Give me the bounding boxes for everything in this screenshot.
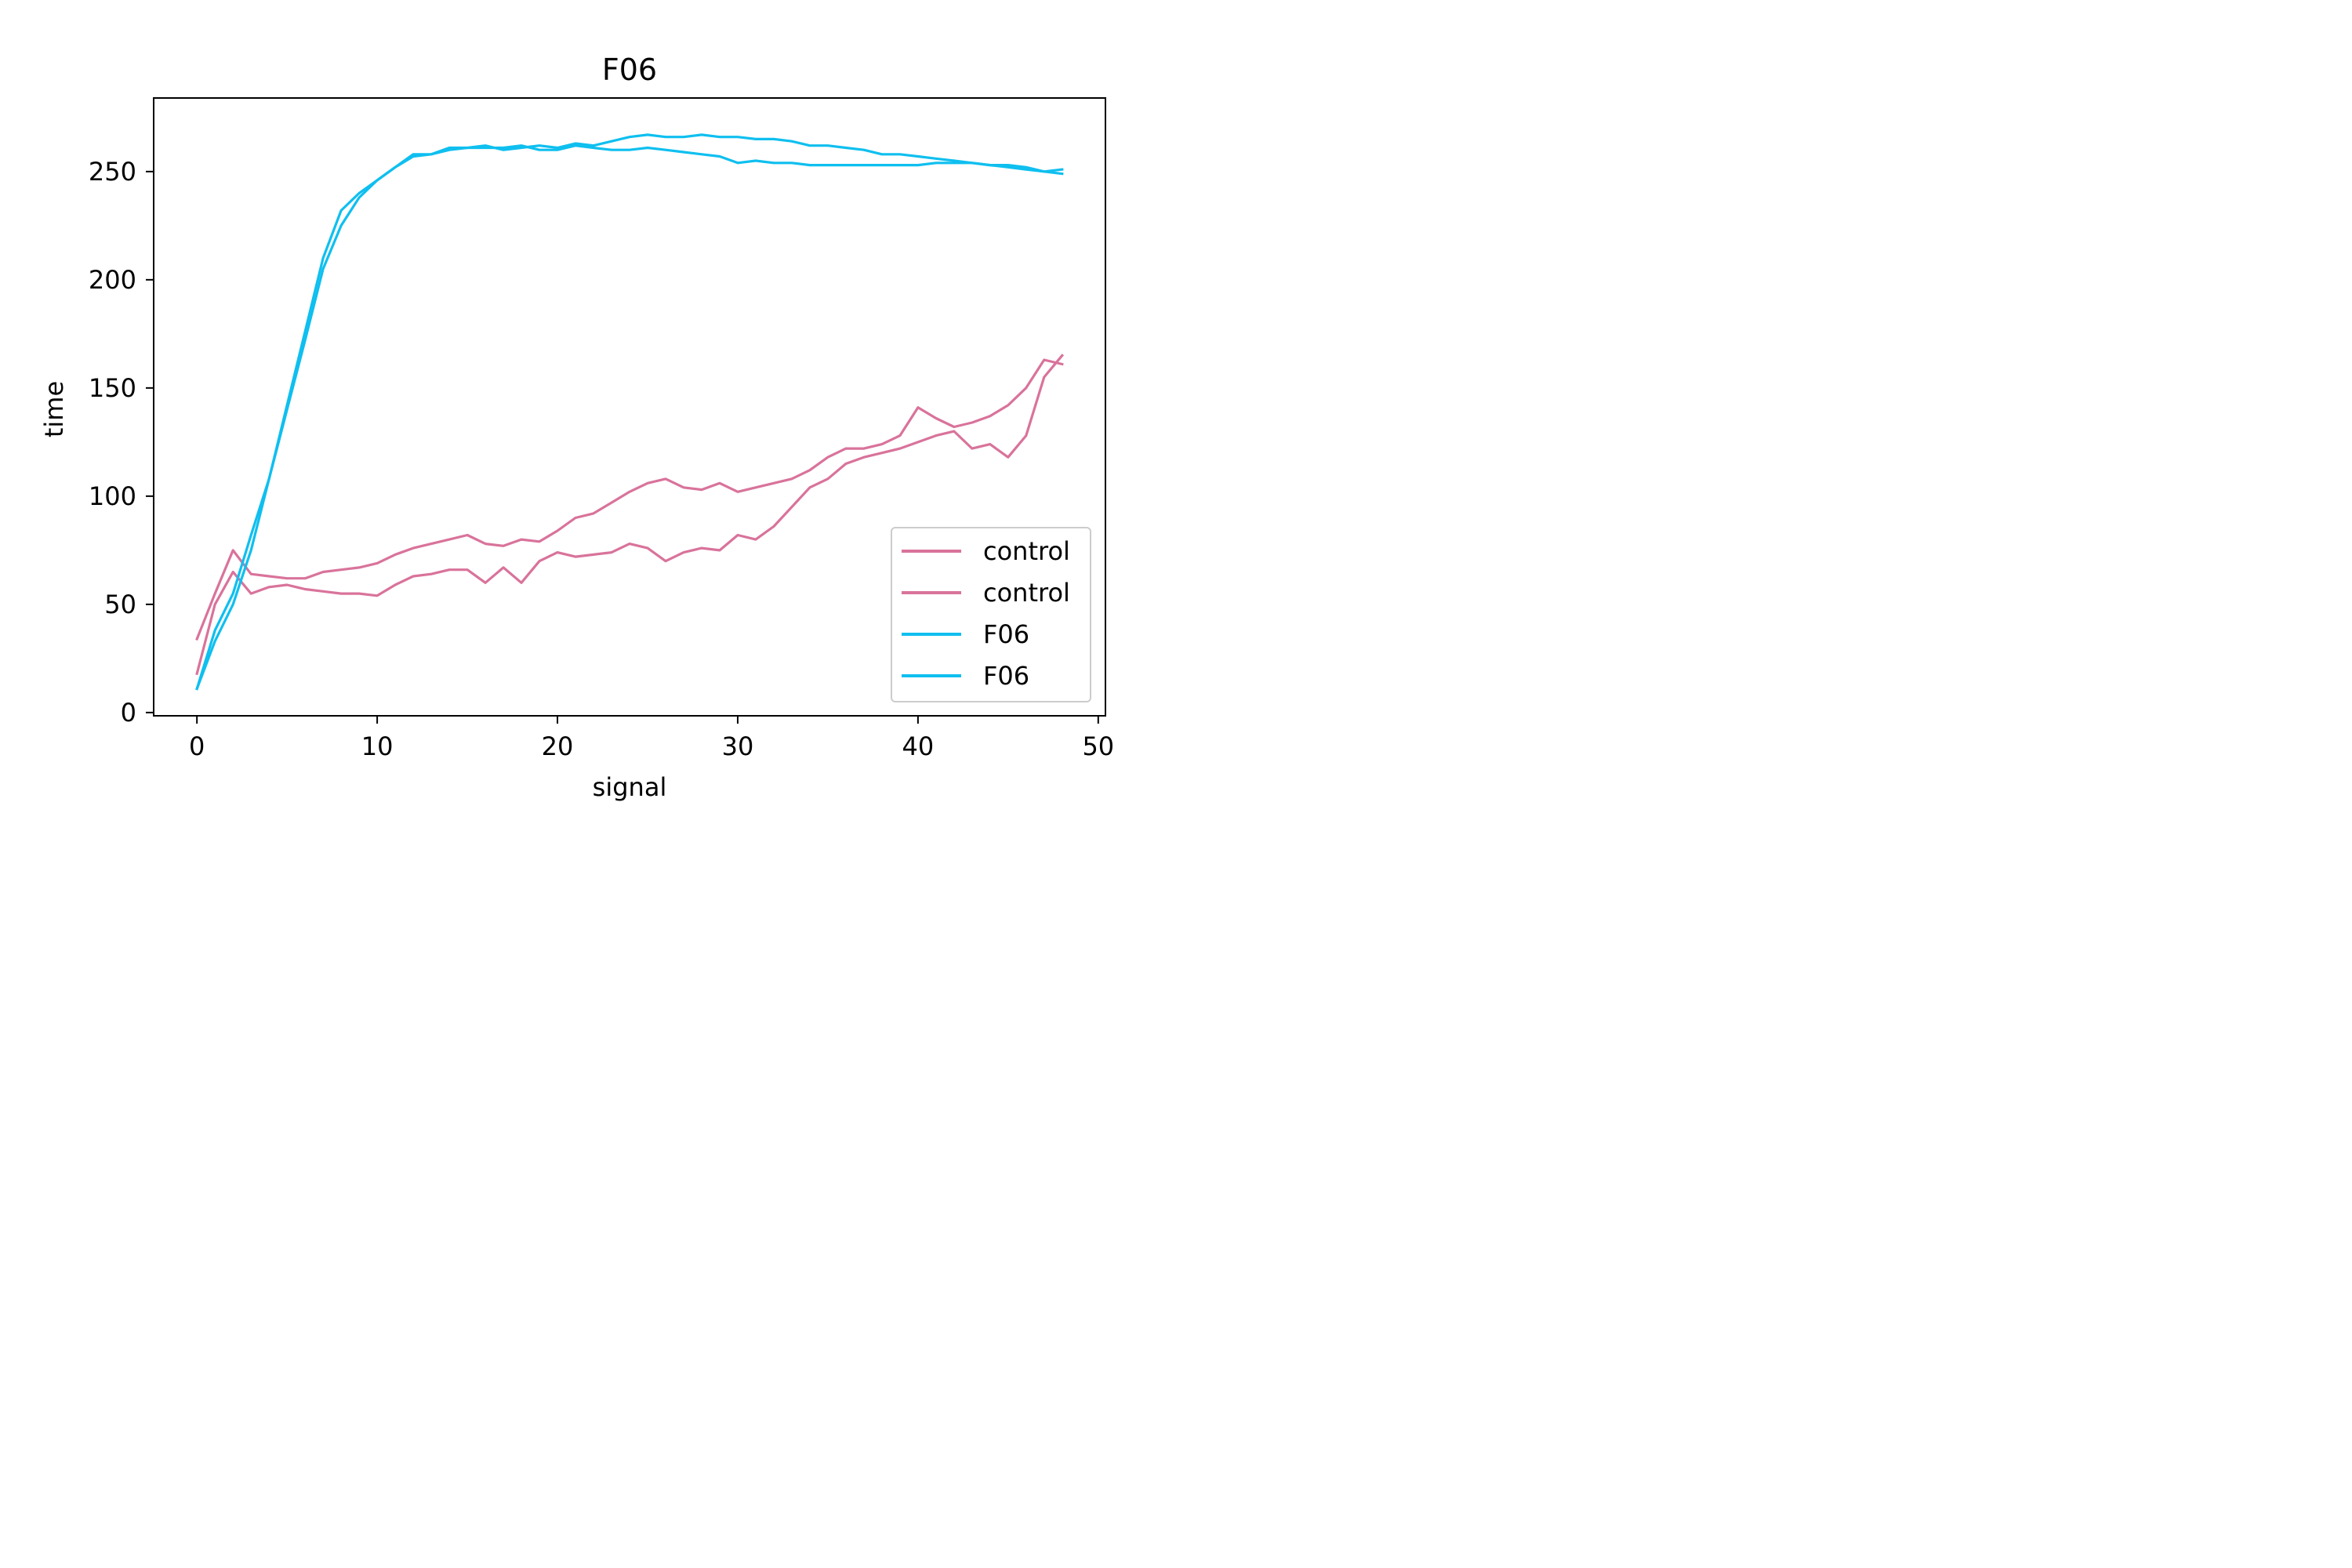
legend: control control F06 F06 [891,527,1091,702]
y-axis-ticks: 0 50 100 150 200 250 [89,157,154,728]
legend-label-3: F06 [983,619,1029,649]
legend-label-1: control [983,536,1070,566]
line-chart: F06 0 10 20 30 40 50 0 50 100 150 200 250 signal t… [0,0,1212,818]
y-tick-label: 250 [89,157,136,187]
plot-frame [153,97,1106,717]
y-tick-label: 100 [89,481,136,511]
x-tick-label: 20 [542,731,574,761]
legend-items: control control F06 F06 [902,536,1070,691]
legend-frame [891,527,1091,702]
series-line-2 [195,354,1065,676]
series-line-1 [195,358,1064,641]
series-layer [195,133,1065,691]
x-axis-label: signal [593,772,667,802]
x-axis-ticks: 0 10 20 30 40 50 [189,716,1114,761]
y-axis-label: time [39,381,69,437]
y-tick-label: 50 [104,590,136,619]
x-tick-label: 30 [722,731,754,761]
y-tick-label: 200 [89,265,136,295]
legend-label-2: control [983,578,1070,608]
x-tick-label: 0 [189,731,205,761]
chart-title: F06 [602,53,657,87]
series-line-4 [195,144,1064,691]
series-line-3 [195,133,1064,691]
legend-label-4: F06 [983,661,1029,691]
x-tick-label: 10 [361,731,394,761]
y-tick-label: 150 [89,373,136,403]
y-tick-label: 0 [121,698,136,728]
x-tick-label: 50 [1082,731,1114,761]
x-tick-label: 40 [902,731,935,761]
